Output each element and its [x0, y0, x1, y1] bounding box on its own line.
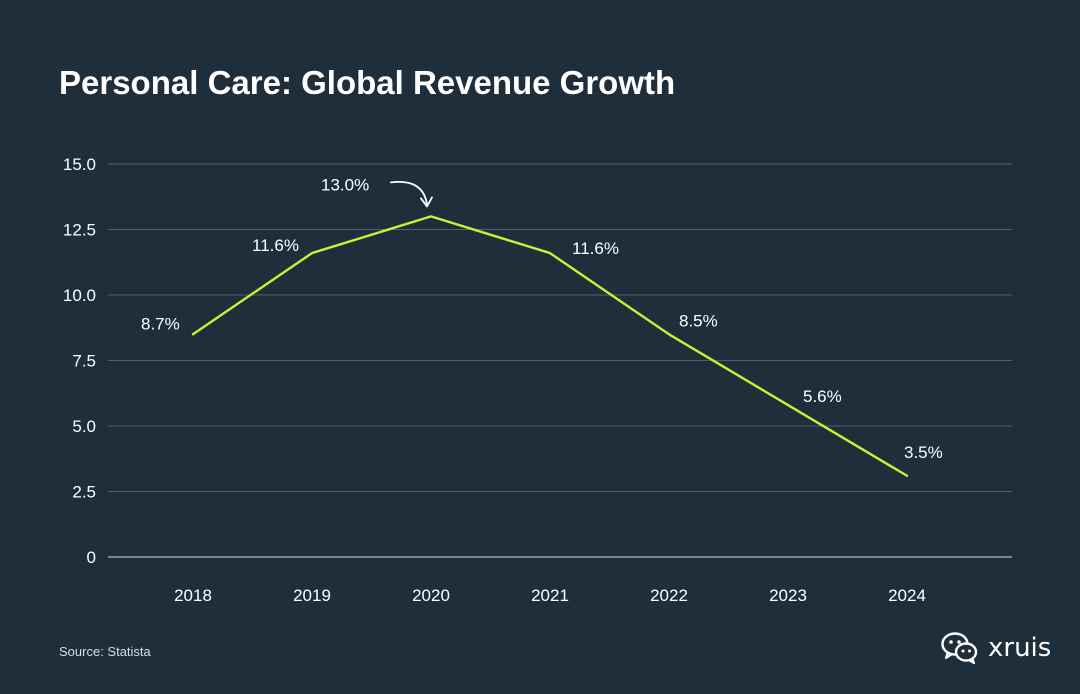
x-tick-label: 2018 [174, 586, 212, 605]
y-axis-ticks: 0 2.5 5.0 7.5 10.0 12.5 15.0 [63, 155, 96, 567]
y-tick-label: 10.0 [63, 286, 96, 305]
y-tick-label: 2.5 [72, 483, 96, 502]
y-tick-label: 7.5 [72, 352, 96, 371]
watermark: xruis [940, 628, 1051, 668]
data-label: 5.6% [803, 387, 842, 406]
arrow-head [420, 196, 433, 208]
x-tick-label: 2019 [293, 586, 331, 605]
x-tick-label: 2023 [769, 586, 807, 605]
y-tick-label: 0 [87, 548, 96, 567]
y-tick-label: 5.0 [72, 417, 96, 436]
data-label: 13.0% [321, 175, 369, 194]
x-tick-label: 2021 [531, 586, 569, 605]
x-axis-ticks: 2018 2019 2020 2021 2022 2023 2024 [174, 586, 926, 605]
data-label: 11.6% [252, 236, 299, 255]
grid-lines [108, 163, 1012, 558]
wechat-icon [941, 632, 978, 665]
data-label: 8.5% [679, 311, 718, 330]
annotation [390, 180, 433, 208]
chart-title: Personal Care: Global Revenue Growth [59, 64, 676, 101]
y-tick-label: 12.5 [63, 221, 96, 240]
data-labels: 8.7% 11.6% 13.0% 11.6% 8.5% 5.6% 3.5% [141, 175, 943, 461]
y-tick-label: 15.0 [63, 155, 96, 174]
x-tick-label: 2024 [888, 586, 926, 605]
watermark-text: xruis [988, 633, 1052, 663]
x-tick-label: 2020 [412, 586, 450, 605]
arrow-curve [390, 180, 428, 206]
data-label: 3.5% [904, 443, 943, 462]
data-label: 11.6% [572, 239, 619, 258]
series-line [191, 215, 909, 477]
x-tick-label: 2022 [650, 586, 688, 605]
data-label: 8.7% [141, 314, 180, 333]
series [191, 215, 909, 477]
source-note: Source: Statista [59, 644, 151, 659]
